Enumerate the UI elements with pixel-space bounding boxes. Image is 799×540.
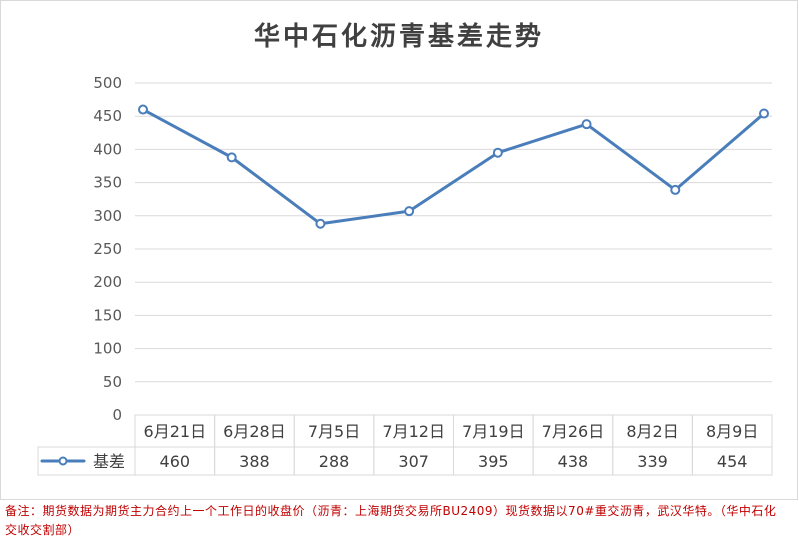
series-basis [138, 104, 769, 229]
y-tick-label: 300 [93, 207, 122, 225]
chart-title: 华中石化沥青基差走势 [254, 21, 544, 52]
legend-label: 基差 [93, 452, 125, 471]
y-axis-labels: 0 50 100 150 200 250 300 350 400 450 500 [93, 74, 122, 424]
line-chart: 华中石化沥青基差走势 0 50 100 150 200 250 300 350 400 450 50… [0, 0, 798, 500]
chart-border [0, 0, 798, 500]
category-label: 8月2日 [626, 422, 678, 441]
y-tick-label: 100 [93, 340, 122, 358]
y-tick-label: 50 [103, 373, 122, 391]
value-label: 307 [398, 452, 429, 471]
y-tick-label: 0 [112, 406, 122, 424]
data-point [670, 184, 681, 195]
data-point [404, 206, 415, 217]
legend-cell [37, 446, 136, 476]
y-tick-label: 350 [93, 174, 122, 192]
legend-marker-icon [58, 456, 68, 466]
category-label: 7月19日 [462, 422, 525, 441]
data-point [315, 218, 326, 229]
value-label: 395 [478, 452, 509, 471]
note-line: 交收交割部） [5, 523, 81, 537]
category-label: 6月28日 [223, 422, 286, 441]
category-label: 6月21日 [144, 422, 207, 441]
data-point [138, 104, 148, 115]
data-point [581, 119, 592, 130]
y-tick-label: 150 [93, 306, 122, 324]
category-label: 7月5日 [308, 422, 360, 441]
y-tick-label: 200 [93, 273, 122, 291]
value-label: 454 [717, 452, 748, 471]
note-line: 备注：期货数据为期货主力合约上一个工作日的收盘价（沥青：上海期货交易所BU240… [5, 504, 777, 518]
value-label: 388 [239, 452, 270, 471]
value-label: 460 [160, 452, 191, 471]
table-value-cell [691, 446, 773, 476]
note: 备注：期货数据为期货主力合约上一个工作日的收盘价（沥青：上海期货交易所BU240… [5, 502, 776, 540]
value-label: 288 [319, 452, 350, 471]
value-label: 339 [637, 452, 668, 471]
category-label: 7月26日 [542, 422, 605, 441]
series-line [142, 108, 765, 226]
data-point [492, 147, 503, 158]
category-label: 8月9日 [706, 422, 758, 441]
value-label: 438 [558, 452, 589, 471]
category-label: 7月12日 [382, 422, 445, 441]
y-tick-label: 400 [93, 140, 122, 158]
y-tick-label: 250 [93, 240, 122, 258]
data-point [759, 108, 769, 119]
y-tick-label: 500 [93, 74, 122, 92]
y-tick-label: 450 [93, 107, 122, 125]
data-point [226, 152, 237, 163]
data-table: 6月21日 460 6月28日 388 7月5日 288 7月12日 307 7月19日 395 7… [37, 414, 773, 476]
